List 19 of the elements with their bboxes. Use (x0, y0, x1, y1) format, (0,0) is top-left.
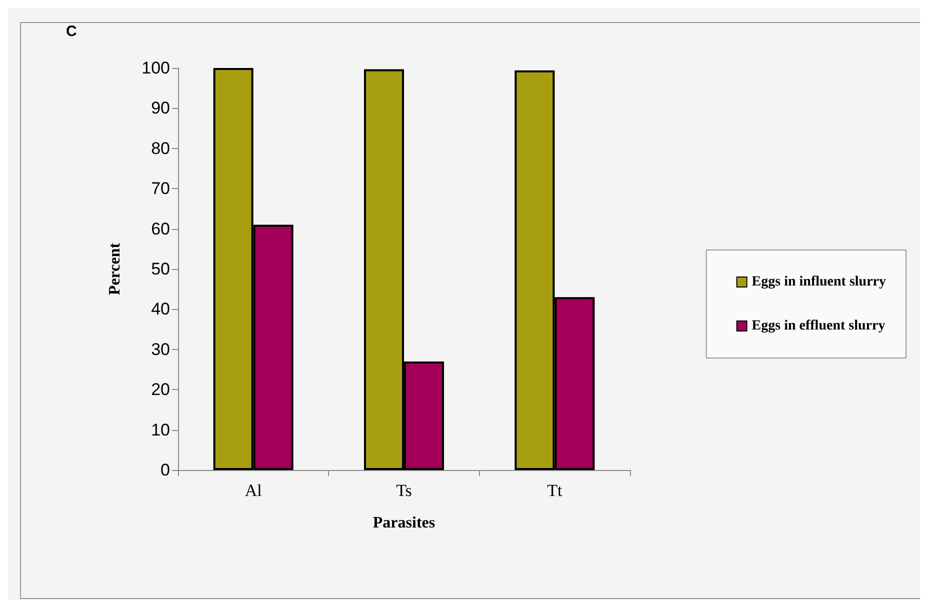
text: C (66, 23, 77, 40)
y-tick-label: 10 (151, 420, 170, 440)
y-tick-label: 100 (142, 58, 170, 78)
x-axis-title: Parasites (372, 514, 436, 532)
y-tick-label: 50 (151, 260, 170, 278)
y-tick-label: 70 (151, 179, 170, 198)
y-tick-label: 20 (151, 380, 170, 400)
y-tick-label: 30 (151, 340, 170, 359)
y-tick-label: 60 (151, 219, 170, 238)
x-tick-label: Ts (396, 481, 412, 500)
y-axis-title: Percent (106, 242, 124, 296)
y-tick-label: 90 (151, 98, 170, 118)
y-tick-label: 80 (151, 138, 170, 158)
y-tick-label: 40 (151, 300, 170, 319)
y-tick-label: 0 (160, 460, 170, 480)
x-tick-label: Tt (547, 481, 562, 500)
x-tick-label: Al (244, 481, 262, 500)
legend-label: Eggs in influent slurry (752, 274, 886, 290)
legend-label: Eggs in effluent slurry (752, 318, 886, 334)
